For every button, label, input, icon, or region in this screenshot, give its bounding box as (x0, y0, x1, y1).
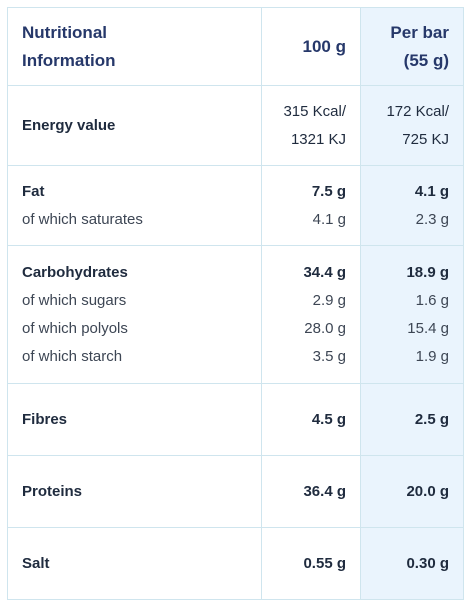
fibres-perbar: 2.5 g (360, 383, 464, 456)
saturates-label: of which saturates (22, 210, 143, 228)
energy-per100-kj: 1321 KJ (290, 130, 346, 148)
carbohydrates-label: Carbohydrates (22, 263, 128, 281)
energy-perbar-kj: 725 KJ (402, 130, 449, 148)
carbohydrates-label-cell: Carbohydrates of which sugars of which p… (7, 245, 262, 384)
header-per100: 100 g (302, 36, 346, 56)
sugars-label: of which sugars (22, 291, 127, 309)
energy-per100-kcal: 315 Kcal/ (283, 102, 346, 120)
polyols-perbar: 15.4 g (407, 319, 449, 337)
fat-label-cell: Fat of which saturates (7, 165, 262, 246)
fibres-per100: 4.5 g (261, 383, 361, 456)
fat-perbar: 4.1 g (414, 182, 449, 200)
energy-per100-cell: 315 Kcal/ 1321 KJ (261, 85, 361, 166)
starch-perbar: 1.9 g (415, 347, 449, 365)
salt-label: Salt (7, 527, 262, 600)
header-row: Nutritional Information 100 g Per bar (5… (7, 7, 464, 86)
carbohydrates-row: Carbohydrates of which sugars of which p… (7, 245, 464, 384)
header-per100-cell: 100 g (261, 7, 361, 86)
polyols-per100: 28.0 g (304, 319, 346, 337)
header-perbar-line1: Per bar (390, 22, 449, 42)
carbohydrates-per100-cell: 34.4 g 2.9 g 28.0 g 3.5 g (261, 245, 361, 384)
proteins-label: Proteins (7, 455, 262, 528)
fat-row: Fat of which saturates 7.5 g 4.1 g 4.1 g… (7, 165, 464, 246)
fat-label: Fat (22, 182, 45, 200)
starch-per100: 3.5 g (312, 347, 346, 365)
starch-label: of which starch (22, 347, 123, 365)
salt-row: Salt 0.55 g 0.30 g (7, 527, 464, 600)
header-perbar-cell: Per bar (55 g) (360, 7, 464, 86)
proteins-row: Proteins 36.4 g 20.0 g (7, 455, 464, 528)
sugars-per100: 2.9 g (312, 291, 346, 309)
proteins-per100: 36.4 g (261, 455, 361, 528)
fibres-label: Fibres (7, 383, 262, 456)
fibres-row: Fibres 4.5 g 2.5 g (7, 383, 464, 456)
nutrition-table: Nutritional Information 100 g Per bar (5… (7, 7, 464, 600)
header-label-line2: Information (22, 50, 116, 70)
carbohydrates-perbar-cell: 18.9 g 1.6 g 15.4 g 1.9 g (360, 245, 464, 384)
saturates-per100: 4.1 g (312, 210, 346, 228)
carbohydrates-perbar: 18.9 g (406, 263, 449, 281)
energy-perbar-cell: 172 Kcal/ 725 KJ (360, 85, 464, 166)
header-label-line1: Nutritional (22, 22, 107, 42)
salt-perbar: 0.30 g (360, 527, 464, 600)
energy-row: Energy value 315 Kcal/ 1321 KJ 172 Kcal/… (7, 85, 464, 166)
fat-per100: 7.5 g (311, 182, 346, 200)
saturates-perbar: 2.3 g (415, 210, 449, 228)
energy-label: Energy value (7, 85, 262, 166)
energy-perbar-kcal: 172 Kcal/ (386, 102, 449, 120)
polyols-label: of which polyols (22, 319, 128, 337)
proteins-perbar: 20.0 g (360, 455, 464, 528)
header-label-cell: Nutritional Information (7, 7, 262, 86)
header-perbar-line2: (55 g) (403, 50, 449, 70)
sugars-perbar: 1.6 g (415, 291, 449, 309)
fat-perbar-cell: 4.1 g 2.3 g (360, 165, 464, 246)
nutrition-table-container: Nutritional Information 100 g Per bar (5… (7, 7, 464, 600)
fat-per100-cell: 7.5 g 4.1 g (261, 165, 361, 246)
salt-per100: 0.55 g (261, 527, 361, 600)
carbohydrates-per100: 34.4 g (303, 263, 346, 281)
